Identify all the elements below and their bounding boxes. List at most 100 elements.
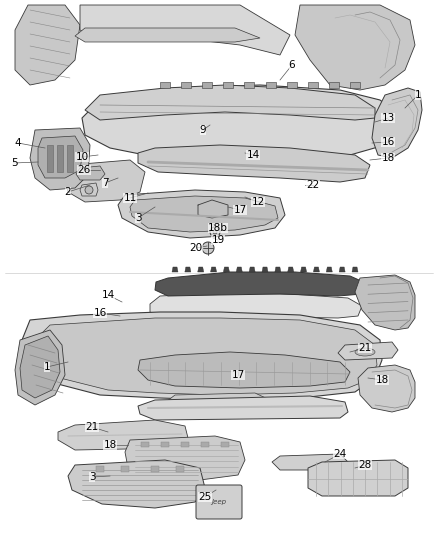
Polygon shape (76, 166, 105, 180)
Text: 12: 12 (251, 197, 265, 207)
Polygon shape (65, 160, 145, 202)
Polygon shape (118, 190, 285, 238)
Polygon shape (57, 145, 63, 172)
Text: 2: 2 (65, 187, 71, 197)
Polygon shape (223, 82, 233, 88)
Polygon shape (372, 88, 422, 158)
Polygon shape (35, 318, 377, 395)
Polygon shape (75, 28, 260, 42)
Text: 18: 18 (375, 375, 389, 385)
Text: 1: 1 (415, 90, 421, 100)
Polygon shape (96, 466, 104, 472)
Text: 20: 20 (190, 243, 202, 253)
Polygon shape (162, 393, 270, 412)
Text: 17: 17 (233, 205, 247, 215)
Text: 18b: 18b (208, 223, 228, 233)
Polygon shape (244, 82, 254, 88)
Polygon shape (138, 145, 370, 182)
Polygon shape (58, 420, 188, 450)
Text: 6: 6 (289, 60, 295, 70)
Polygon shape (151, 466, 159, 472)
Polygon shape (150, 293, 362, 318)
Polygon shape (308, 460, 408, 496)
Text: 5: 5 (11, 158, 18, 168)
Polygon shape (20, 312, 382, 400)
Polygon shape (275, 267, 281, 272)
Polygon shape (286, 82, 297, 88)
Polygon shape (130, 196, 278, 232)
Polygon shape (176, 466, 184, 472)
Polygon shape (300, 267, 307, 272)
Text: 18: 18 (103, 440, 117, 450)
Text: 11: 11 (124, 193, 137, 203)
Polygon shape (160, 82, 170, 88)
Polygon shape (67, 145, 73, 172)
Text: 25: 25 (198, 492, 212, 502)
Polygon shape (82, 85, 400, 162)
Polygon shape (80, 183, 98, 196)
Polygon shape (85, 85, 375, 120)
Polygon shape (211, 267, 216, 272)
Polygon shape (314, 267, 319, 272)
Polygon shape (138, 396, 348, 420)
FancyBboxPatch shape (196, 485, 242, 519)
Text: 4: 4 (15, 138, 21, 148)
Polygon shape (249, 267, 255, 272)
Text: 17: 17 (231, 370, 245, 380)
Polygon shape (329, 82, 339, 88)
Polygon shape (141, 442, 149, 447)
Polygon shape (185, 267, 191, 272)
Text: 26: 26 (78, 165, 91, 175)
Polygon shape (326, 267, 332, 272)
Text: 3: 3 (135, 213, 141, 223)
Polygon shape (121, 466, 129, 472)
Polygon shape (181, 442, 189, 447)
Text: 14: 14 (246, 150, 260, 160)
Text: 28: 28 (358, 460, 371, 470)
Polygon shape (288, 267, 294, 272)
Polygon shape (262, 267, 268, 272)
Polygon shape (155, 272, 368, 296)
Text: 21: 21 (85, 422, 99, 432)
Text: 19: 19 (212, 235, 225, 245)
Polygon shape (198, 267, 204, 272)
Ellipse shape (355, 348, 375, 356)
Text: 16: 16 (93, 308, 106, 318)
Text: 21: 21 (358, 343, 371, 353)
Text: 9: 9 (200, 125, 206, 135)
Polygon shape (308, 82, 318, 88)
Polygon shape (202, 82, 212, 88)
Polygon shape (68, 460, 205, 508)
Polygon shape (339, 267, 345, 272)
Polygon shape (80, 5, 290, 55)
Polygon shape (20, 336, 60, 398)
Text: 18: 18 (381, 153, 395, 163)
Text: 3: 3 (88, 472, 95, 482)
Circle shape (202, 242, 214, 254)
Polygon shape (181, 82, 191, 88)
Polygon shape (15, 5, 80, 85)
Polygon shape (125, 436, 245, 480)
Polygon shape (38, 136, 83, 178)
Polygon shape (352, 267, 358, 272)
Polygon shape (358, 365, 415, 412)
Text: Jeep: Jeep (212, 499, 226, 505)
Polygon shape (47, 145, 53, 172)
Circle shape (213, 230, 217, 234)
Polygon shape (350, 82, 360, 88)
Polygon shape (272, 454, 348, 470)
Circle shape (210, 227, 220, 237)
Polygon shape (221, 442, 229, 447)
Polygon shape (295, 5, 415, 90)
Polygon shape (338, 342, 398, 360)
Polygon shape (172, 267, 178, 272)
Polygon shape (15, 330, 65, 405)
Polygon shape (30, 128, 90, 190)
Text: 10: 10 (75, 152, 88, 162)
Polygon shape (265, 82, 276, 88)
Text: 24: 24 (333, 449, 346, 459)
Polygon shape (355, 275, 415, 330)
Text: 14: 14 (101, 290, 115, 300)
Text: 16: 16 (381, 137, 395, 147)
Polygon shape (201, 442, 209, 447)
